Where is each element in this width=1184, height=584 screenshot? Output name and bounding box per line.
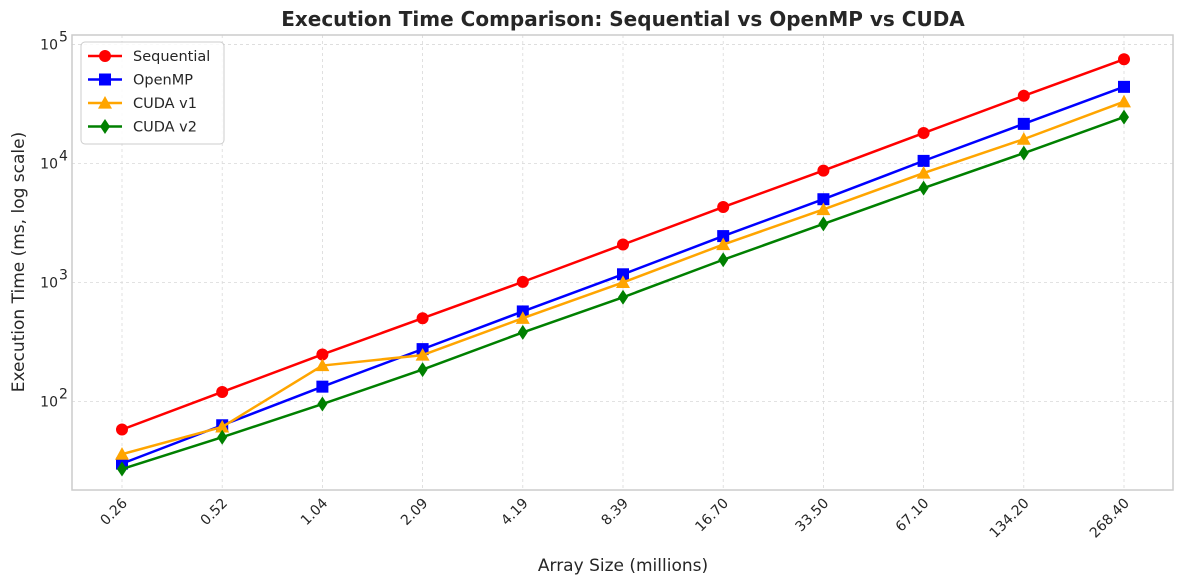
data-point-cuda-v2 — [117, 461, 127, 477]
data-point-sequential — [1017, 89, 1030, 102]
data-point-cuda-v1 — [816, 202, 831, 216]
y-tick-base: 10 — [40, 394, 58, 410]
data-point-sequential — [516, 275, 529, 288]
legend-label: OpenMP — [133, 73, 193, 89]
x-axis-label: Array Size (millions) — [538, 556, 708, 576]
data-point-cuda-v2 — [918, 180, 929, 196]
data-point-sequential — [1118, 53, 1130, 66]
data-point-cuda-v2 — [718, 252, 729, 268]
data-point-cuda-v2 — [217, 429, 228, 445]
y-tick-exponent: 2 — [59, 386, 68, 402]
y-tick-label: 10 2 — [40, 386, 68, 410]
series-cuda-v2 — [117, 109, 1129, 477]
data-point-cuda-v1 — [916, 166, 931, 179]
data-point-sequential — [717, 201, 730, 214]
data-point-sequential — [617, 238, 629, 251]
series-sequential — [116, 53, 1130, 436]
data-point-sequential — [416, 312, 429, 325]
legend-item: CUDA v1 — [88, 96, 197, 112]
series-layer — [115, 53, 1131, 477]
data-point-cuda-v2 — [818, 216, 829, 232]
data-point-cuda-v1 — [315, 358, 330, 372]
plot-frame — [71, 34, 1174, 491]
data-point-openmp — [817, 193, 830, 206]
y-tick-exponent: 5 — [59, 29, 68, 45]
legend-marker — [100, 119, 110, 134]
legend-label: Sequential — [133, 49, 210, 65]
data-point-cuda-v1 — [616, 275, 630, 288]
data-point-sequential — [817, 164, 830, 177]
data-point-cuda-v2 — [317, 396, 328, 412]
data-point-openmp — [617, 268, 629, 281]
data-point-cuda-v1 — [215, 419, 230, 433]
y-tick-label: 10 4 — [40, 148, 68, 172]
y-axis-label: Execution Time (ms, log scale) — [9, 132, 29, 392]
data-point-cuda-v2 — [1018, 145, 1029, 161]
data-point-cuda-v1 — [1117, 94, 1131, 108]
legend-box — [80, 41, 225, 145]
legend-marker — [98, 96, 112, 109]
legend-label: CUDA v1 — [133, 96, 197, 112]
data-point-cuda-v1 — [115, 447, 129, 460]
legend-marker — [99, 73, 111, 86]
legend-item: Sequential — [88, 49, 210, 65]
grid-lines — [72, 35, 1173, 490]
y-tick-base: 10 — [40, 37, 58, 53]
legend-marker — [99, 50, 111, 62]
data-point-cuda-v1 — [415, 348, 430, 361]
data-point-cuda-v1 — [716, 237, 731, 251]
data-point-cuda-v2 — [417, 362, 428, 378]
data-point-cuda-v2 — [1119, 109, 1129, 125]
y-tick-base: 10 — [40, 275, 58, 291]
chart-title: Execution Time Comparison: Sequential vs… — [281, 7, 965, 31]
y-tick-base: 10 — [40, 156, 58, 172]
data-point-openmp — [1118, 80, 1130, 93]
data-point-cuda-v1 — [515, 311, 530, 324]
legend: Sequential OpenMP CUDA v1 CUDA v2 — [80, 41, 225, 145]
data-point-sequential — [316, 348, 329, 361]
data-point-openmp — [316, 380, 329, 393]
series-cuda-v1 — [115, 94, 1131, 460]
y-tick-exponent: 3 — [59, 267, 68, 283]
data-point-sequential — [216, 385, 229, 398]
data-point-sequential — [917, 127, 930, 140]
legend-label: CUDA v2 — [133, 120, 197, 136]
y-tick-label: 10 5 — [40, 29, 68, 53]
y-tick-exponent: 4 — [59, 148, 68, 164]
legend-item: OpenMP — [88, 73, 193, 89]
y-tick-label: 10 3 — [40, 267, 68, 291]
data-point-sequential — [116, 423, 128, 436]
data-point-cuda-v2 — [517, 324, 528, 340]
data-point-openmp — [917, 154, 930, 167]
data-point-cuda-v1 — [1016, 132, 1031, 145]
data-point-openmp — [717, 230, 730, 243]
data-point-cuda-v2 — [618, 289, 628, 305]
legend-item: CUDA v2 — [88, 119, 197, 136]
data-point-openmp — [1017, 117, 1030, 130]
